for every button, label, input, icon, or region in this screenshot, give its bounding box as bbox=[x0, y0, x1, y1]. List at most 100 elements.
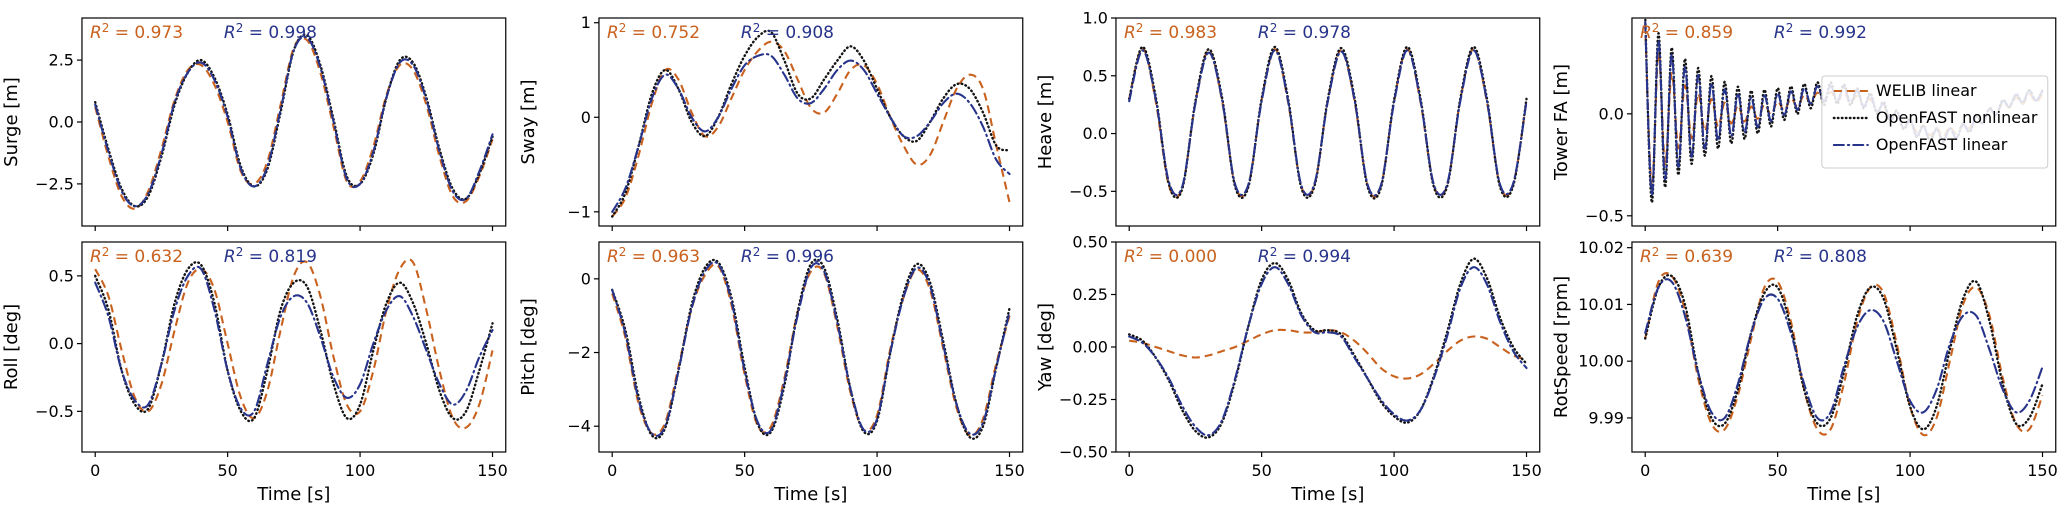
axes-frame bbox=[1631, 241, 2057, 453]
axes-frame bbox=[598, 241, 1024, 453]
subplot-surge: −2.5 0.0 2.5 Surge [m] R2 = 0.973 R2 = 0.998 bbox=[0, 0, 517, 234]
series-group bbox=[94, 33, 494, 210]
y-tick-label: −0.5 bbox=[35, 402, 74, 421]
subplot-pitch: −4 −2 0 0 50 100 150 Time [s] Pitch [deg] R2 = 0.… bbox=[517, 234, 1034, 510]
subplot-roll: −0.5 0.0 0.5 0 50 100 150 Time [s] Roll [deg] R2 … bbox=[0, 234, 517, 510]
y-axis-label: Sway [m] bbox=[518, 79, 539, 164]
y-tick-label: −1 bbox=[567, 202, 591, 221]
y-axis-label: Surge [m] bbox=[1, 77, 22, 167]
axes-frame bbox=[1631, 17, 2057, 227]
series-group bbox=[94, 258, 494, 430]
chart-pitch-deg-svg: −4 −2 0 0 50 100 150 Time [s] Pitch [deg] R2 = 0.… bbox=[518, 241, 1025, 505]
subplot-rotspeed: 9.99 10.00 10.01 10.02 0 50 100 150 Time [s] RotS… bbox=[1550, 234, 2067, 510]
chart-surge-m-svg: −2.5 0.0 2.5 Surge [m] R2 = 0.973 R2 = 0.998 bbox=[1, 17, 507, 231]
r2-annotation-welib: R2 = 0.000 bbox=[1123, 245, 1216, 267]
y-axis-label: Yaw [deg] bbox=[1034, 303, 1055, 392]
x-tick-label: 100 bbox=[345, 461, 376, 480]
y-tick-label: 10.01 bbox=[1578, 295, 1624, 314]
y-axis-label: Pitch [deg] bbox=[518, 298, 539, 395]
series-openfast-nonlinear bbox=[1644, 273, 2044, 431]
r2-annotation-openfast-linear: R2 = 0.994 bbox=[1257, 245, 1350, 267]
y-tick-label: 0.0 bbox=[1082, 124, 1107, 143]
y-tick-label: −0.25 bbox=[1058, 390, 1107, 409]
r2-annotation-openfast-linear: R2 = 0.992 bbox=[1774, 21, 1867, 43]
series-welib-linear bbox=[611, 40, 1011, 218]
series-group bbox=[610, 29, 1011, 218]
y-tick-label: 1.0 bbox=[1082, 8, 1107, 27]
y-tick-label: 0.5 bbox=[1082, 66, 1107, 85]
x-tick-label: 50 bbox=[1251, 461, 1271, 480]
subplot-yaw: −0.50 −0.25 0.00 0.25 0.50 0 50 100 150 Time [s] Y… bbox=[1034, 234, 1551, 510]
y-tick-label: 9.99 bbox=[1589, 408, 1625, 427]
y-tick-label: 1 bbox=[581, 13, 591, 32]
x-tick-label: 150 bbox=[994, 461, 1025, 480]
y-tick-label: 0.00 bbox=[1072, 337, 1108, 356]
y-tick-label: −2.5 bbox=[35, 174, 74, 193]
r2-annotation-openfast-linear: R2 = 0.819 bbox=[224, 245, 317, 267]
series-openfast-linear bbox=[610, 52, 1011, 213]
series-openfast-linear bbox=[1127, 266, 1528, 437]
x-tick-label: 0 bbox=[1124, 461, 1134, 480]
axes-frame bbox=[81, 241, 507, 453]
series-openfast-nonlinear bbox=[610, 29, 1011, 218]
series-welib-linear bbox=[1128, 328, 1527, 380]
series-openfast-nonlinear bbox=[610, 258, 1011, 440]
series-openfast-linear bbox=[1644, 278, 2044, 422]
x-tick-label: 100 bbox=[1895, 461, 1926, 480]
series-openfast-nonlinear bbox=[94, 33, 494, 208]
y-tick-label: −0.50 bbox=[1058, 442, 1107, 461]
y-tick-label: −2 bbox=[567, 343, 591, 362]
x-tick-label: 0 bbox=[90, 461, 100, 480]
legend-label-openfast-nonlinear: OpenFAST nonlinear bbox=[1876, 108, 2038, 127]
series-welib-linear bbox=[610, 263, 1011, 437]
y-tick-label: 0 bbox=[581, 108, 591, 127]
y-tick-label: 10.00 bbox=[1578, 352, 1624, 371]
y-tick-label: −0.5 bbox=[1585, 206, 1624, 225]
legend: WELIB linear OpenFAST nonlinear OpenFAST l… bbox=[1821, 75, 2049, 169]
x-tick-label: 150 bbox=[2028, 461, 2059, 480]
chart-heave-m-svg: −0.5 0.0 0.5 1.0 Heave [m] R2 = 0.983 R2 = 0.9… bbox=[1034, 8, 1540, 231]
series-welib-linear bbox=[94, 258, 494, 430]
r2-annotation-welib: R2 = 0.859 bbox=[1640, 21, 1733, 43]
x-tick-label: 50 bbox=[734, 461, 754, 480]
series-group bbox=[610, 258, 1011, 440]
x-tick-label: 0 bbox=[607, 461, 617, 480]
series-openfast-linear bbox=[94, 265, 494, 417]
chart-tower-fa-m-svg: −0.5 0.0 Tower FA [m] R2 = 0.859 R2 = 0.992 W… bbox=[1551, 17, 2057, 231]
axes-frame bbox=[598, 17, 1024, 227]
x-axis-label: Time [s] bbox=[256, 484, 330, 505]
series-group bbox=[1644, 271, 2044, 437]
y-tick-label: 0.0 bbox=[49, 112, 74, 131]
y-tick-label: 2.5 bbox=[49, 51, 74, 70]
y-tick-label: 0.25 bbox=[1072, 285, 1108, 304]
chart-yaw-deg-svg: −0.50 −0.25 0.00 0.25 0.50 0 50 100 150 Time [s] Y… bbox=[1034, 234, 1542, 505]
x-tick-label: 100 bbox=[1378, 461, 1409, 480]
y-tick-label: −4 bbox=[567, 417, 591, 436]
chart-sway-m-svg: −1 0 1 Sway [m] R2 = 0.752 R2 = 0.908 bbox=[518, 13, 1024, 231]
x-axis-label: Time [s] bbox=[773, 484, 847, 505]
y-axis-label: Roll [deg] bbox=[1, 304, 22, 390]
y-tick-label: 10.02 bbox=[1578, 238, 1624, 257]
x-tick-label: 50 bbox=[1768, 461, 1788, 480]
x-tick-label: 100 bbox=[862, 461, 893, 480]
r2-annotation-openfast-linear: R2 = 0.978 bbox=[1257, 21, 1350, 43]
x-tick-label: 150 bbox=[1511, 461, 1542, 480]
r2-annotation-welib: R2 = 0.752 bbox=[607, 21, 700, 43]
series-openfast-linear bbox=[610, 261, 1011, 437]
r2-annotation-openfast-linear: R2 = 0.808 bbox=[1774, 245, 1867, 267]
r2-annotation-welib: R2 = 0.973 bbox=[90, 21, 183, 43]
axes-frame bbox=[1114, 17, 1540, 227]
series-openfast-nonlinear bbox=[1127, 45, 1528, 200]
x-axis-label: Time [s] bbox=[1290, 484, 1364, 505]
x-tick-label: 50 bbox=[217, 461, 237, 480]
r2-annotation-welib: R2 = 0.639 bbox=[1640, 245, 1733, 267]
subplot-tower-fa: −0.5 0.0 Tower FA [m] R2 = 0.859 R2 = 0.992 W… bbox=[1550, 0, 2067, 234]
series-openfast-linear bbox=[94, 35, 494, 208]
r2-annotation-welib: R2 = 0.632 bbox=[90, 245, 183, 267]
chart-roll-deg-svg: −0.5 0.0 0.5 0 50 100 150 Time [s] Roll [deg] R2 … bbox=[1, 241, 508, 505]
y-axis-label: Heave [m] bbox=[1034, 75, 1055, 170]
axes-frame bbox=[1114, 241, 1540, 453]
x-tick-label: 0 bbox=[1640, 461, 1650, 480]
series-group bbox=[1127, 257, 1528, 439]
